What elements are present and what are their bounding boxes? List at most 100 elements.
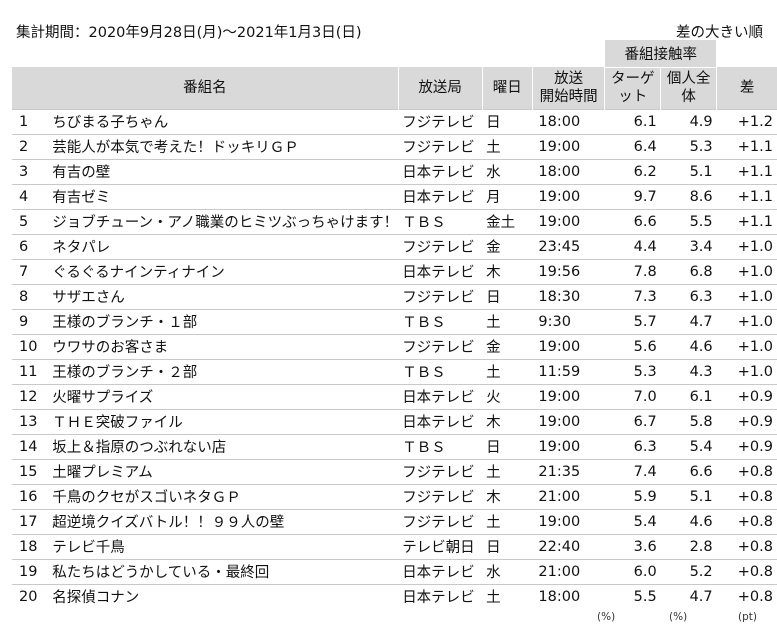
period-label: 集計期間：2020年9月28日(月)～2021年1月3日(日) (16, 25, 362, 41)
overall-rate-cell: 5.1 (660, 483, 717, 509)
start-time-cell: 19:00 (532, 383, 605, 409)
station-cell: テレビ朝日 (398, 533, 483, 559)
program-title-cell: 王様のブランチ・２部 (44, 358, 399, 384)
header-day: 曜日 (481, 67, 533, 109)
start-time-cell: 19:00 (532, 183, 605, 209)
target-rate-cell: 7.8 (604, 258, 661, 284)
table-row: 3 有吉の壁 日本テレビ水 18:00 6.2 5.1 +1.1 (12, 158, 777, 184)
station-cell: ＴＢＳ (398, 208, 483, 234)
station-cell: フジテレビ (398, 133, 483, 159)
target-rate-cell: 6.2 (604, 158, 661, 184)
day-cell: 月 (482, 183, 533, 209)
station-cell: 日本テレビ (398, 408, 483, 434)
station-cell: ＴＢＳ (398, 358, 483, 384)
program-title-cell: サザエさん (44, 283, 399, 309)
diff-cell: +1.0 (716, 233, 777, 259)
station-cell: 日本テレビ (398, 558, 483, 584)
rank-cell: 12 (12, 383, 45, 409)
target-rate-cell: 4.4 (604, 233, 661, 259)
program-title-cell: テレビ千鳥 (44, 533, 399, 559)
day-cell: 火 (482, 383, 533, 409)
overall-rate-cell: 4.6 (660, 508, 717, 534)
station-cell: フジテレビ (398, 458, 483, 484)
target-rate-cell: 5.6 (604, 333, 661, 359)
table-row: 18 テレビ千鳥 テレビ朝日日 22:40 3.6 2.8 +0.8 (12, 533, 777, 559)
table-row: 6 ネタパレ フジテレビ金 23:45 4.4 3.4 +1.0 (12, 233, 777, 259)
diff-cell: +0.8 (716, 508, 777, 534)
overall-rate-cell: 6.6 (660, 458, 717, 484)
program-title-cell: 有吉の壁 (44, 158, 399, 184)
start-time-cell: 19:00 (532, 433, 605, 459)
program-title-cell: 私たちはどうかしている・最終回 (44, 558, 399, 584)
start-time-cell: 9:30 (532, 308, 605, 334)
table-row: 1 ちびまる子ちゃん フジテレビ日 18:00 6.1 4.9 +1.2 (12, 108, 777, 134)
start-time-cell: 19:00 (532, 408, 605, 434)
overall-rate-cell: 2.8 (660, 533, 717, 559)
rank-cell: 18 (12, 533, 45, 559)
diff-cell: +1.0 (716, 283, 777, 309)
day-cell: 土 (482, 458, 533, 484)
start-time-cell: 21:00 (532, 558, 605, 584)
rank-cell: 20 (12, 583, 45, 609)
program-title-cell: 火曜サプライズ (44, 383, 399, 409)
rank-cell: 9 (12, 308, 45, 334)
header-diff: 差 (716, 67, 777, 109)
overall-rate-cell: 5.8 (660, 408, 717, 434)
day-cell: 日 (482, 433, 533, 459)
program-title-cell: 土曜プレミアム (44, 458, 399, 484)
table-row: 7 ぐるぐるナインティナイン 日本テレビ木 19:56 7.8 6.8 +1.0 (12, 258, 777, 284)
header-spacer (716, 40, 777, 67)
diff-cell: +0.8 (716, 533, 777, 559)
station-cell: フジテレビ (398, 233, 483, 259)
program-title-cell: ウワサのお客さま (44, 333, 399, 359)
diff-cell: +1.1 (716, 158, 777, 184)
table-row: 17 超逆境クイズバトル！！９９人の壁 フジテレビ土 19:00 5.4 4.6 +0.8 (12, 508, 777, 534)
rank-cell: 13 (12, 408, 45, 434)
diff-cell: +1.1 (716, 183, 777, 209)
overall-rate-cell: 6.1 (660, 383, 717, 409)
program-title-cell: 王様のブランチ・１部 (44, 308, 399, 334)
program-title-cell: ぐるぐるナインティナイン (44, 258, 399, 284)
program-title-cell: 芸能人が本気で考えた！ドッキリＧＰ (44, 133, 399, 159)
day-cell: 金土 (482, 208, 533, 234)
diff-cell: +0.9 (716, 433, 777, 459)
diff-cell: +0.8 (716, 458, 777, 484)
target-rate-cell: 6.6 (604, 208, 661, 234)
overall-rate-cell: 5.4 (660, 433, 717, 459)
overall-rate-cell: 4.3 (660, 358, 717, 384)
station-cell: フジテレビ (398, 283, 483, 309)
diff-cell: +1.0 (716, 308, 777, 334)
table-row: 10 ウワサのお客さま フジテレビ金 19:00 5.6 4.6 +1.0 (12, 333, 777, 359)
station-cell: フジテレビ (398, 108, 483, 134)
program-title-cell: 超逆境クイズバトル！！９９人の壁 (44, 508, 399, 534)
rank-cell: 3 (12, 158, 45, 184)
rank-cell: 16 (12, 483, 45, 509)
rank-cell: 17 (12, 508, 45, 534)
table-row: 20 名探偵コナン 日本テレビ土 18:00 5.5 4.7 +0.8 (12, 583, 777, 609)
target-rate-cell: 3.6 (604, 533, 661, 559)
diff-cell: +0.9 (716, 408, 777, 434)
start-time-cell: 21:35 (532, 458, 605, 484)
day-cell: 土 (482, 508, 533, 534)
day-cell: 金 (482, 233, 533, 259)
target-rate-cell: 6.3 (604, 433, 661, 459)
header-group-contact-rate: 番組接触率 (604, 40, 717, 68)
start-time-cell: 19:00 (532, 333, 605, 359)
target-rate-cell: 7.4 (604, 458, 661, 484)
target-rate-cell: 5.5 (604, 583, 661, 609)
station-cell: 日本テレビ (398, 258, 483, 284)
station-cell: フジテレビ (398, 483, 483, 509)
day-cell: 日 (482, 108, 533, 134)
rank-cell: 10 (12, 333, 45, 359)
start-time-cell: 18:00 (532, 108, 605, 134)
rank-cell: 5 (12, 208, 45, 234)
diff-cell: +1.1 (716, 208, 777, 234)
program-title-cell: 有吉ゼミ (44, 183, 399, 209)
header-overall: 個人全体 (660, 67, 717, 109)
header-start-time-line1: 放送 (554, 70, 584, 87)
table-row: 13 ＴＨＥ突破ファイル 日本テレビ木 19:00 6.7 5.8 +0.9 (12, 408, 777, 434)
station-cell: ＴＢＳ (398, 308, 483, 334)
day-cell: 土 (482, 308, 533, 334)
diff-cell: +1.0 (716, 258, 777, 284)
program-title-cell: 千鳥のクセがスゴいネタＧＰ (44, 483, 399, 509)
